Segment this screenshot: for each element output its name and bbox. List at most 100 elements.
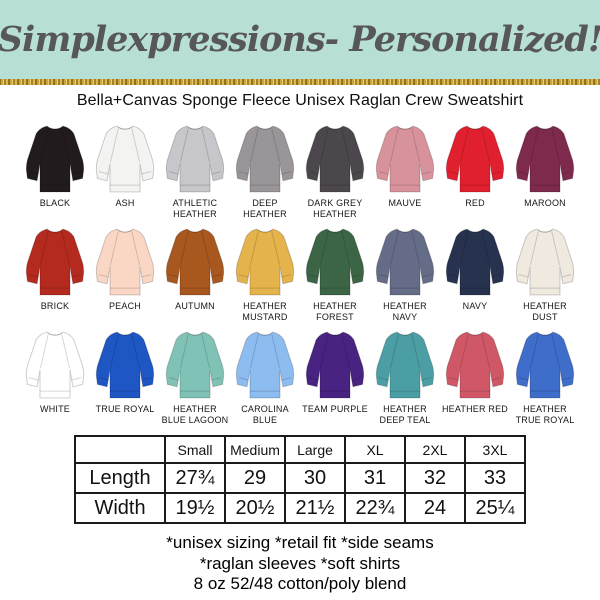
color-label: MAROON bbox=[524, 198, 566, 208]
color-label: BRICK bbox=[40, 301, 70, 311]
footnote-line: 8 oz 52/48 cotton/poly blend bbox=[193, 574, 407, 594]
color-swatch-heather-red: HEATHER RED bbox=[440, 328, 510, 426]
color-swatch-mauve: MAUVE bbox=[370, 122, 440, 220]
color-label: WHITE bbox=[40, 404, 70, 414]
size-value: 24 bbox=[404, 492, 466, 524]
color-label: HEATHER TRUE ROYAL bbox=[515, 404, 575, 425]
brand-banner: Simplexpressions- Personalized! bbox=[0, 0, 600, 79]
size-value: 21½ bbox=[284, 492, 346, 524]
color-label: MAUVE bbox=[388, 198, 422, 208]
color-swatch-heather-true-royal: HEATHER TRUE ROYAL bbox=[510, 328, 580, 426]
size-row-length: Length 27¾ 29 30 31 32 33 bbox=[74, 462, 526, 494]
color-label: HEATHER DEEP TEAL bbox=[379, 404, 431, 425]
sweatshirt-icon bbox=[165, 331, 225, 399]
sweatshirt-icon bbox=[445, 331, 505, 399]
color-swatch-team-purple: TEAM PURPLE bbox=[300, 328, 370, 426]
color-swatch-true-royal: TRUE ROYAL bbox=[90, 328, 160, 426]
size-col-3xl: 3XL bbox=[464, 435, 526, 464]
color-swatch-navy: NAVY bbox=[440, 225, 510, 323]
product-title: Bella+Canvas Sponge Fleece Unisex Raglan… bbox=[76, 92, 524, 109]
sweatshirt-icon bbox=[95, 228, 155, 296]
sweatshirt-icon bbox=[305, 228, 365, 296]
size-row-label: Length bbox=[74, 462, 166, 494]
color-label: NAVY bbox=[462, 301, 488, 311]
sweatshirt-icon bbox=[235, 331, 295, 399]
color-swatch-athletic-heather: ATHLETIC HEATHER bbox=[160, 122, 230, 220]
sweatshirt-icon bbox=[375, 228, 435, 296]
sweatshirt-icon bbox=[375, 125, 435, 193]
size-value: 27¾ bbox=[164, 462, 226, 494]
color-label: BLACK bbox=[39, 198, 71, 208]
color-label: HEATHER NAVY bbox=[383, 301, 427, 322]
color-label: ASH bbox=[115, 198, 135, 208]
size-value: 33 bbox=[464, 462, 526, 494]
size-row-label: Width bbox=[74, 492, 166, 524]
size-value: 31 bbox=[344, 462, 406, 494]
size-col-xl: XL bbox=[344, 435, 406, 464]
size-value: 29 bbox=[224, 462, 286, 494]
color-label: ATHLETIC HEATHER bbox=[172, 198, 218, 219]
color-swatch-heather-mustard: HEATHER MUSTARD bbox=[230, 225, 300, 323]
size-value: 22¾ bbox=[344, 492, 406, 524]
size-chart-table: Small Medium Large XL 2XL 3XL Length 27¾ 29 30 31… bbox=[74, 435, 526, 524]
color-swatch-heather-navy: HEATHER NAVY bbox=[370, 225, 440, 323]
color-swatch-black: BLACK bbox=[20, 122, 90, 220]
sweatshirt-icon bbox=[165, 228, 225, 296]
size-col-small: Small bbox=[164, 435, 226, 464]
product-footnotes: *unisex sizing *retail fit *side seams *… bbox=[0, 533, 600, 595]
sweatshirt-icon bbox=[445, 125, 505, 193]
color-label: CAROLINA BLUE bbox=[241, 404, 289, 425]
color-swatch-heather-forest: HEATHER FOREST bbox=[300, 225, 370, 323]
sweatshirt-icon bbox=[515, 331, 575, 399]
sweatshirt-icon bbox=[305, 331, 365, 399]
color-label: PEACH bbox=[108, 301, 141, 311]
sweatshirt-icon bbox=[25, 331, 85, 399]
color-swatch-carolina-blue: CAROLINA BLUE bbox=[230, 328, 300, 426]
color-label: HEATHER RED bbox=[441, 404, 509, 414]
size-chart-header: Small Medium Large XL 2XL 3XL bbox=[74, 435, 526, 464]
color-swatch-white: WHITE bbox=[20, 328, 90, 426]
color-label: DEEP HEATHER bbox=[243, 198, 287, 219]
color-label: HEATHER BLUE LAGOON bbox=[161, 404, 229, 425]
size-value: 20½ bbox=[224, 492, 286, 524]
color-label: TEAM PURPLE bbox=[302, 404, 368, 414]
sweatshirt-icon bbox=[95, 331, 155, 399]
sweatshirt-icon bbox=[515, 228, 575, 296]
sweatshirt-icon bbox=[95, 125, 155, 193]
color-swatch-red: RED bbox=[440, 122, 510, 220]
sweatshirt-icon bbox=[25, 125, 85, 193]
color-swatch-brick: BRICK bbox=[20, 225, 90, 323]
color-swatch-deep-heather: DEEP HEATHER bbox=[230, 122, 300, 220]
sweatshirt-icon bbox=[235, 228, 295, 296]
color-swatch-autumn: AUTUMN bbox=[160, 225, 230, 323]
size-col-corner bbox=[74, 435, 166, 464]
size-value: 25¼ bbox=[464, 492, 526, 524]
gold-glitter-divider bbox=[0, 79, 600, 85]
sweatshirt-icon bbox=[305, 125, 365, 193]
color-swatch-heather-deep-teal: HEATHER DEEP TEAL bbox=[370, 328, 440, 426]
sweatshirt-icon bbox=[375, 331, 435, 399]
size-col-medium: Medium bbox=[224, 435, 286, 464]
color-swatch-heather-blue-lagoon: HEATHER BLUE LAGOON bbox=[160, 328, 230, 426]
color-swatch-maroon: MAROON bbox=[510, 122, 580, 220]
size-chart-body: Length 27¾ 29 30 31 32 33 Width 19½ 20½ 21½ 22¾ 24 25… bbox=[74, 462, 526, 524]
sweatshirt-icon bbox=[25, 228, 85, 296]
size-value: 30 bbox=[284, 462, 346, 494]
color-swatch-ash: ASH bbox=[90, 122, 160, 220]
color-label: HEATHER MUSTARD bbox=[242, 301, 288, 322]
color-label: HEATHER FOREST bbox=[313, 301, 357, 322]
size-col-2xl: 2XL bbox=[404, 435, 466, 464]
color-swatch-heather-dust: HEATHER DUST bbox=[510, 225, 580, 323]
color-label: AUTUMN bbox=[175, 301, 215, 311]
size-value: 32 bbox=[404, 462, 466, 494]
color-label: DARK GREY HEATHER bbox=[307, 198, 363, 219]
color-grid: BLACK ASH ATHLETIC HEATHER DEEP HEATHER … bbox=[0, 122, 600, 426]
footnote-line: *raglan sleeves *soft shirts bbox=[199, 553, 401, 573]
sweatshirt-icon bbox=[235, 125, 295, 193]
color-swatch-dark-grey-heather: DARK GREY HEATHER bbox=[300, 122, 370, 220]
sweatshirt-icon bbox=[515, 125, 575, 193]
color-label: HEATHER DUST bbox=[523, 301, 567, 322]
footnote-line: *unisex sizing *retail fit *side seams bbox=[166, 533, 434, 552]
brand-name: Simplexpressions- Personalized! bbox=[0, 19, 600, 60]
size-col-large: Large bbox=[284, 435, 346, 464]
